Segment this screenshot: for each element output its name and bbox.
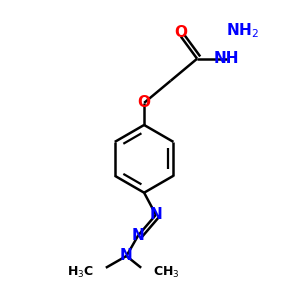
Text: N: N [149,207,162,222]
Text: NH$_2$: NH$_2$ [226,21,259,40]
Text: CH$_3$: CH$_3$ [153,265,180,280]
Text: H$_3$C: H$_3$C [67,265,94,280]
Text: O: O [138,95,151,110]
Text: N: N [132,228,145,243]
Text: O: O [174,25,188,40]
Text: N: N [120,248,133,263]
Text: NH: NH [214,51,239,66]
